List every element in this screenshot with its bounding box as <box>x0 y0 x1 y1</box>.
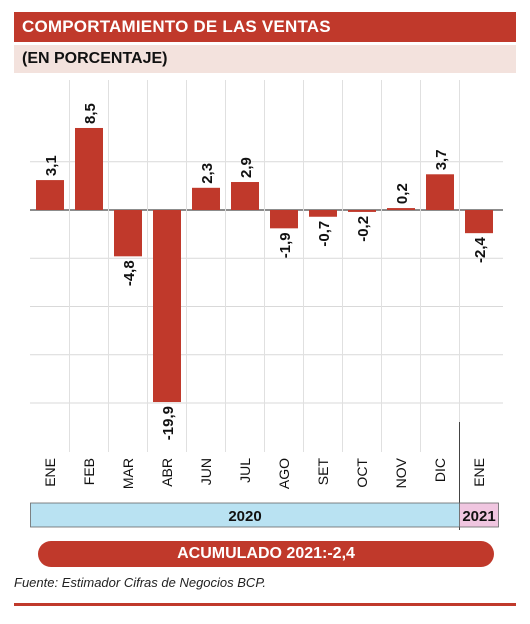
value-label: 8,5 <box>82 103 99 124</box>
category-label: FEB <box>81 458 97 485</box>
category-label: JUL <box>237 458 253 483</box>
category-label: ABR <box>159 458 175 487</box>
category-label: DIC <box>432 458 448 482</box>
year-label: 2020 <box>228 508 261 525</box>
category-label: ENE <box>471 458 487 487</box>
category-labels: ENE FEB MAR ABR JUN JUL AGO SET OCT NOV DIC ENE <box>42 457 487 489</box>
bar <box>309 210 337 217</box>
value-label: 3,1 <box>43 155 60 176</box>
value-label: 0,2 <box>394 183 411 204</box>
bar <box>231 182 259 210</box>
category-label: SET <box>315 458 331 486</box>
bar-chart: 3,1 8,5 -4,8 -19,9 2,3 2,9 -1,9 -0,7 -0,2 0,2 3,7 -… <box>30 80 503 530</box>
value-label: -4,8 <box>121 260 138 286</box>
chart-title: COMPORTAMIENTO DE LAS VENTAS <box>14 12 516 42</box>
value-label: -1,9 <box>277 232 294 258</box>
bar <box>270 210 298 229</box>
value-label: 2,3 <box>199 163 216 184</box>
year-band <box>30 502 460 528</box>
bar <box>153 210 181 403</box>
source-note: Fuente: Estimador Cifras de Negocios BCP… <box>14 575 266 590</box>
value-label: -0,7 <box>316 221 333 247</box>
bar <box>36 180 64 210</box>
value-labels: 3,1 8,5 -4,8 -19,9 2,3 2,9 -1,9 -0,7 -0,2 0,2 3,7 -… <box>43 103 489 440</box>
year-label: 2021 <box>462 508 495 525</box>
bar <box>114 210 142 257</box>
category-label: MAR <box>120 458 136 489</box>
bottom-rule <box>14 603 516 606</box>
category-label: OCT <box>354 458 370 488</box>
chart-subtitle: (EN PORCENTAJE) <box>14 45 516 73</box>
bar <box>75 127 103 210</box>
year-band <box>459 502 499 528</box>
accumulated-summary: ACUMULADO 2021:-2,4 <box>38 541 494 567</box>
bar <box>465 210 493 234</box>
category-label: ENE <box>42 458 58 487</box>
bar <box>387 208 415 210</box>
value-label: -2,4 <box>472 237 489 264</box>
category-separators <box>69 80 460 530</box>
year-bands: 2020 2021 <box>30 502 499 528</box>
value-label: -0,2 <box>355 216 372 242</box>
value-label: 2,9 <box>238 157 255 178</box>
bar <box>348 210 376 212</box>
category-label: NOV <box>393 457 409 488</box>
value-label: 3,7 <box>433 149 450 170</box>
bar <box>192 187 220 210</box>
value-label: -19,9 <box>160 406 177 440</box>
bars <box>36 127 493 403</box>
category-label: JUN <box>198 458 214 485</box>
bar <box>426 174 454 210</box>
category-label: AGO <box>276 458 292 489</box>
